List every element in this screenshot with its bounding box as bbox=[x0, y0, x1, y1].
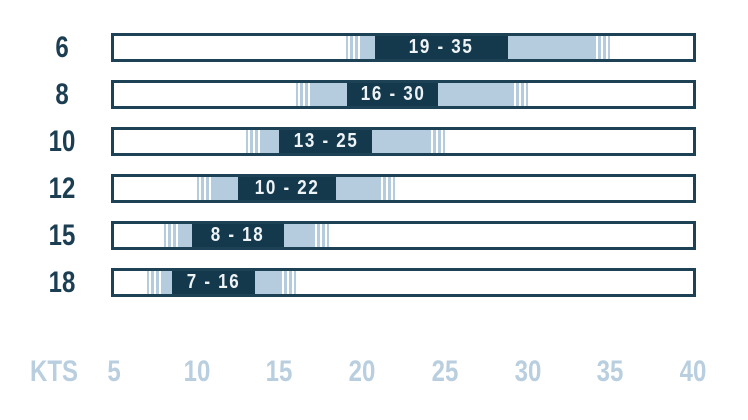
wind-range-bar: 7 - 16 bbox=[111, 268, 696, 297]
range-max-ticks-icon bbox=[513, 83, 526, 106]
x-axis-tick-label: 15 bbox=[266, 355, 293, 388]
range-max-ticks-icon bbox=[430, 130, 443, 153]
kite-size-label: 10 bbox=[48, 124, 76, 158]
range-min-ticks-icon bbox=[297, 83, 310, 106]
range-min-ticks-icon bbox=[347, 36, 360, 59]
wind-range-bar: 13 - 25 bbox=[111, 127, 696, 156]
range-value-label: 16 - 30 bbox=[360, 83, 426, 105]
x-axis-tick-label: 10 bbox=[183, 355, 211, 388]
x-axis-unit-label: KTS bbox=[30, 355, 78, 388]
wind-range-bar: 19 - 35 bbox=[111, 33, 696, 62]
range-min-ticks-icon bbox=[198, 177, 211, 200]
kite-size-label: 12 bbox=[48, 171, 76, 205]
range-value-label: 19 - 35 bbox=[409, 36, 474, 58]
range-min-ticks-icon bbox=[149, 271, 162, 294]
range-min-ticks-icon bbox=[165, 224, 178, 247]
range-max-ticks-icon bbox=[281, 271, 294, 294]
core-range-zone: 8 - 18 bbox=[191, 224, 285, 247]
core-range-zone: 10 - 22 bbox=[238, 177, 336, 200]
range-max-ticks-icon bbox=[315, 224, 328, 247]
core-range-zone: 7 - 16 bbox=[171, 271, 255, 294]
range-max-ticks-icon bbox=[596, 36, 609, 59]
range-max-ticks-icon bbox=[381, 177, 394, 200]
range-min-ticks-icon bbox=[248, 130, 261, 153]
range-value-label: 13 - 25 bbox=[293, 130, 359, 152]
x-axis-tick-label: 5 bbox=[107, 355, 121, 388]
core-range-zone: 16 - 30 bbox=[347, 83, 439, 106]
range-value-label: 8 - 18 bbox=[211, 224, 265, 246]
kite-size-label: 18 bbox=[48, 265, 76, 299]
kite-size-label: 6 bbox=[55, 30, 69, 64]
x-axis-tick-label: 35 bbox=[596, 355, 624, 388]
x-axis-tick-label: 40 bbox=[679, 355, 707, 388]
wind-range-bar: 8 - 18 bbox=[111, 221, 696, 250]
x-axis-tick-label: 20 bbox=[348, 355, 376, 388]
range-value-label: 7 - 16 bbox=[186, 271, 241, 293]
wind-range-bar: 16 - 30 bbox=[111, 80, 696, 109]
kite-size-label: 15 bbox=[48, 218, 76, 252]
core-range-zone: 19 - 35 bbox=[375, 36, 508, 59]
x-axis-tick-label: 25 bbox=[431, 355, 459, 388]
x-axis-tick-label: 30 bbox=[514, 355, 541, 388]
core-range-zone: 13 - 25 bbox=[279, 130, 373, 153]
kite-size-label: 8 bbox=[55, 77, 69, 111]
wind-range-bar: 10 - 22 bbox=[111, 174, 696, 203]
range-value-label: 10 - 22 bbox=[254, 177, 320, 199]
